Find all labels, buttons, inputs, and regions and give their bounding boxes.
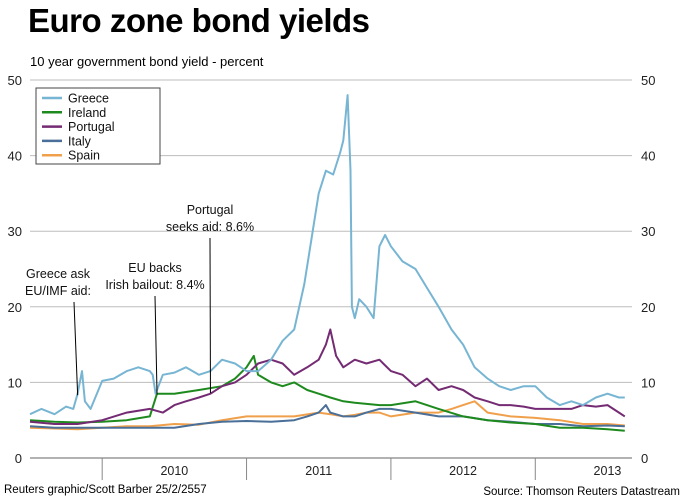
y-tick-left-50: 50 [8, 73, 22, 88]
x-tick-2010: 2010 [160, 464, 188, 478]
y-tick-right-40: 40 [641, 149, 655, 164]
credit-text: Reuters graphic/Scott Barber 25/2/2557 [4, 484, 207, 496]
y-tick-right-30: 30 [641, 224, 655, 239]
y-tick-left-20: 20 [8, 300, 22, 315]
legend-label-portugal: Portugal [68, 120, 115, 134]
legend-label-italy: Italy [68, 134, 92, 148]
y-tick-left-10: 10 [8, 375, 22, 390]
annotation-greece-line-2: EU/IMF aid: [25, 284, 91, 298]
y-tick-right-20: 20 [641, 300, 655, 315]
y-tick-left-30: 30 [8, 224, 22, 239]
series-line-portugal [30, 330, 625, 425]
annotation-greece-line-1: Greece ask [26, 267, 91, 281]
legend-label-greece: Greece [68, 92, 109, 106]
y-tick-left-0: 0 [15, 451, 22, 466]
chart-area: 0 0 10 10 20 20 30 30 40 40 50 50 2010 2011 2012 2013 Gr… [0, 0, 688, 503]
y-tick-right-10: 10 [641, 375, 655, 390]
annotation-ireland-line-1: EU backs [128, 261, 182, 275]
series-line-ireland [30, 356, 625, 431]
annotation-portugal-line-1: Portugal [187, 203, 234, 217]
x-tick-2012: 2012 [449, 464, 477, 478]
y-tick-right-50: 50 [641, 73, 655, 88]
source-text: Source: Thomson Reuters Datastream [483, 486, 680, 498]
annotation-portugal-line-2: seeks aid: 8.6% [166, 220, 254, 234]
annotation-ireland-pointer [155, 296, 157, 394]
x-tick-2011: 2011 [305, 464, 332, 478]
annotation-ireland-line-2: Irish bailout: 8.4% [105, 278, 204, 292]
y-tick-left-40: 40 [8, 149, 22, 164]
x-tick-2013: 2013 [594, 464, 622, 478]
legend-label-ireland: Ireland [68, 106, 106, 120]
y-tick-right-0: 0 [641, 451, 648, 466]
annotation-greece-pointer [74, 302, 78, 395]
legend-label-spain: Spain [68, 149, 100, 163]
